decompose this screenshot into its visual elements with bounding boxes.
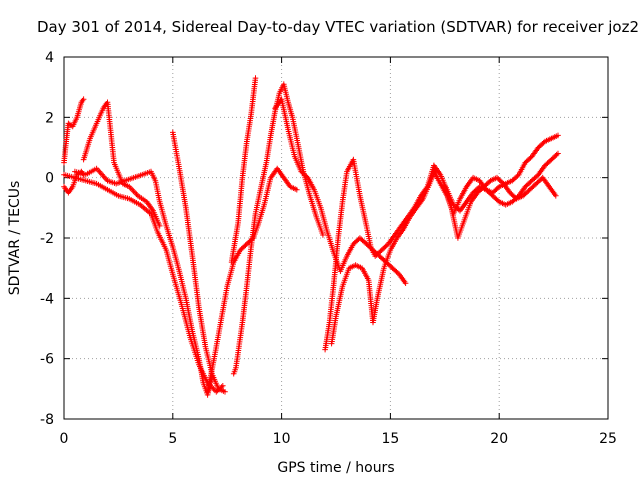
series-markers — [170, 129, 228, 395]
x-tick-label: 20 — [490, 431, 508, 447]
series-arc-9 — [228, 75, 259, 265]
series-arc-5 — [72, 165, 215, 398]
chart-title: Day 301 of 2014, Sidereal Day-to-day VTE… — [37, 18, 639, 36]
y-tick-label: -4 — [40, 291, 54, 307]
y-tick-label: 2 — [45, 110, 54, 126]
series-arc-8 — [230, 81, 326, 377]
data-series — [61, 75, 561, 398]
series-markers — [204, 165, 300, 395]
series-arc-12 — [328, 165, 439, 347]
series-arc-3 — [80, 99, 163, 229]
series-line — [74, 167, 213, 396]
y-tick-label: -2 — [40, 231, 54, 247]
series-arc-2 — [61, 96, 87, 166]
series-markers — [61, 96, 87, 166]
y-tick-label: -6 — [40, 352, 54, 368]
series-markers — [72, 165, 215, 398]
x-tick-label: 10 — [273, 431, 291, 447]
series-markers — [442, 174, 559, 241]
series-markers — [230, 81, 326, 377]
series-markers — [228, 75, 259, 265]
series-line — [232, 83, 324, 375]
axis-ticks — [63, 56, 609, 420]
series-markers — [322, 156, 437, 353]
y-tick-label: 0 — [45, 171, 54, 187]
x-tick-labels: 0 5 10 15 20 25 — [60, 431, 617, 447]
series-arc-6 — [170, 129, 228, 395]
series-markers — [61, 171, 226, 395]
x-tick-label: 25 — [599, 431, 617, 447]
series-markers — [328, 165, 439, 347]
series-arc-7 — [204, 165, 300, 395]
y-tick-labels: -8 -6 -4 -2 0 2 4 — [40, 50, 54, 428]
x-axis-label: GPS time / hours — [277, 460, 394, 476]
series-arc-10 — [272, 96, 409, 286]
x-tick-label: 15 — [381, 431, 399, 447]
y-axis-label: SDTVAR / TECUs — [7, 181, 23, 296]
series-markers — [80, 99, 163, 229]
x-tick-label: 0 — [60, 431, 69, 447]
y-tick-label: 4 — [45, 50, 54, 66]
y-tick-label: -8 — [40, 412, 54, 428]
series-arc-15 — [442, 174, 559, 241]
x-tick-label: 5 — [168, 431, 177, 447]
series-arc-11 — [322, 156, 437, 353]
